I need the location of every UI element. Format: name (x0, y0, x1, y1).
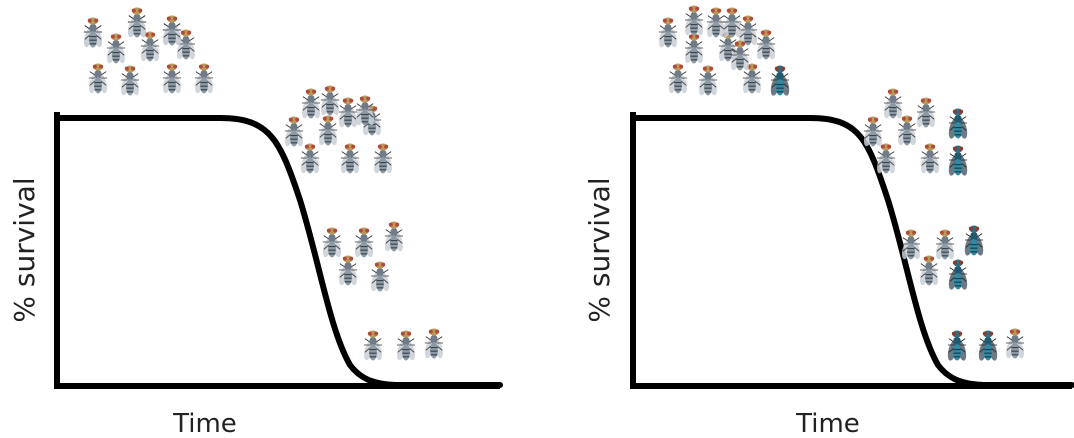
fly-icon (895, 114, 919, 147)
fly-group-end (945, 327, 1027, 363)
fly-icon (320, 226, 344, 259)
fly-icon (352, 226, 376, 259)
fly-icon (118, 64, 142, 97)
fly-icon (861, 115, 885, 148)
fly-icon (881, 87, 905, 120)
fly-icon (282, 115, 306, 148)
blue-fly-icon (946, 144, 970, 178)
fly-group-mid-decline (320, 220, 406, 293)
fly-icon (104, 32, 128, 65)
fly-icon (160, 62, 184, 95)
fly-icon (1003, 327, 1027, 360)
blue-fly-icon (976, 329, 1000, 363)
fly-group-end (361, 327, 446, 362)
y-axis-label: % survival (8, 177, 41, 322)
fly-icon (338, 142, 362, 175)
fly-icon (394, 329, 418, 362)
fly-icon (336, 254, 360, 287)
fly-icon (368, 260, 392, 293)
fly-icon (336, 96, 360, 129)
x-axis-label: Time (795, 409, 860, 438)
fly-icon (125, 6, 149, 39)
fly-icon (382, 220, 406, 253)
fly-icon (81, 16, 105, 49)
blue-fly-icon (945, 329, 969, 363)
blue-fly-icon (768, 64, 792, 98)
fly-icon (917, 254, 941, 287)
fly-icon (298, 142, 322, 175)
right-panel: % survival Time (583, 4, 1074, 438)
fly-group-start (656, 4, 792, 98)
x-axis-label: Time (172, 409, 237, 438)
fly-icon (696, 64, 720, 97)
fly-group-mid-decline (899, 224, 986, 292)
fly-icon (918, 142, 942, 175)
blue-fly-icon (946, 107, 970, 141)
fly-icon (656, 16, 680, 49)
blue-fly-icon (946, 258, 970, 292)
fly-icon (316, 114, 340, 147)
fly-icon (160, 14, 184, 47)
fly-group-early-decline (282, 84, 395, 175)
blue-fly-icon (962, 224, 986, 258)
fly-icon (86, 62, 110, 95)
fly-icon (874, 142, 898, 175)
fly-icon (682, 32, 706, 65)
fly-icon (192, 62, 216, 95)
fly-icon (299, 87, 323, 120)
fly-icon (914, 96, 938, 129)
survival-curve (630, 115, 1074, 388)
fly-icon (422, 327, 446, 360)
y-axis-label: % survival (583, 177, 616, 322)
fly-icon (682, 4, 706, 37)
fly-icon (754, 28, 778, 61)
fly-icon (361, 329, 385, 362)
survival-curve (54, 115, 503, 388)
fly-icon (371, 142, 395, 175)
fly-icon (933, 228, 957, 261)
fly-icon (720, 6, 744, 39)
fly-icon (318, 84, 342, 117)
fly-group-early-decline (861, 87, 970, 178)
fly-icon (666, 62, 690, 95)
left-panel: % survival Time (8, 6, 503, 438)
fly-group-start (81, 6, 216, 97)
